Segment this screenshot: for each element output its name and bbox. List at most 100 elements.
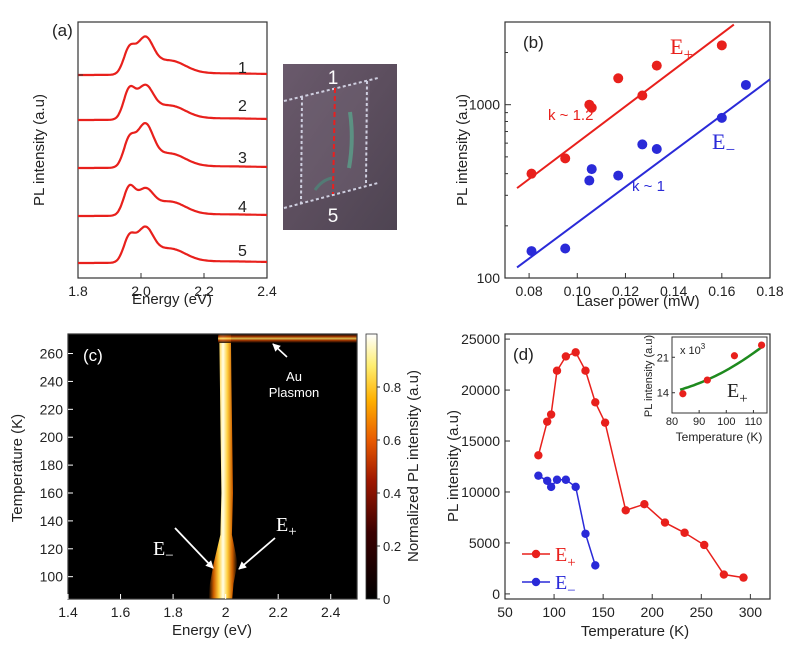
panel-c-x-tick-label: 2.2 — [268, 604, 288, 620]
data-point-eplus — [651, 60, 662, 71]
panel-b-x-ticks: 0.08 0.10 0.12 0.14 0.16 0.18 — [515, 273, 784, 299]
data-point-eminus — [561, 475, 571, 484]
inset-x-tick-label: 80 — [666, 416, 678, 428]
data-point-eplus — [739, 573, 748, 582]
data-point-eminus — [546, 482, 556, 492]
data-point-eminus — [591, 561, 600, 570]
panel-b-x-tick-label: 0.14 — [660, 283, 687, 299]
inset-data-point — [703, 376, 711, 384]
panel-b-fit-lines — [516, 23, 771, 269]
data-point-eplus — [534, 451, 543, 460]
panel-d-x-tick-label: 150 — [591, 604, 615, 620]
panel-a-curves — [78, 35, 267, 265]
curve-label-5: 5 — [238, 243, 247, 260]
outline-left — [300, 96, 303, 204]
colorbar-tick-label: 0.6 — [383, 433, 401, 448]
fit-line-eplus — [516, 23, 735, 189]
outline-right — [365, 80, 368, 186]
panel-d-y-tick-label: 15000 — [461, 433, 500, 449]
legend-marker-eplus — [531, 549, 541, 559]
data-point-eplus — [591, 398, 600, 407]
data-point-eminus — [552, 475, 562, 484]
data-point-eplus — [680, 528, 689, 537]
panel-b-y-tick-label: 1000 — [469, 97, 500, 113]
data-point-eminus — [543, 476, 552, 485]
panel-b-x-axis-label: Laser power (mW) — [576, 293, 699, 310]
panel-d-y-ticks: 0 5000 10000 15000 20000 25000 — [461, 331, 510, 602]
panel-b-x-tick-label: 0.12 — [612, 283, 639, 299]
panel-c-y-tick-label: 220 — [40, 401, 64, 417]
data-point-eminus — [560, 243, 571, 254]
annotation-eplus: E+ — [276, 514, 297, 540]
data-point-eplus — [613, 73, 624, 84]
panel-d-x-tick-label: 250 — [690, 604, 714, 620]
inset-x-axis-label: Temperature (K) — [676, 430, 763, 444]
panel-c-y-tick-label: 240 — [40, 373, 64, 389]
panel-c-x-tick-label: 1.4 — [58, 604, 78, 620]
panel-a-x-tick-label: 2.0 — [131, 283, 151, 299]
data-point-eminus — [586, 164, 597, 175]
colorbar-tick-label: 0.4 — [383, 486, 401, 501]
series-line-eplus — [537, 351, 744, 579]
panel-d-x-tick-label: 300 — [739, 604, 763, 620]
panel-b-x-tick-label: 0.08 — [515, 283, 542, 299]
inset-x-tick-label: 90 — [693, 416, 705, 428]
panel-c-x-tick-label: 2.4 — [321, 604, 341, 620]
inset-data-point — [730, 352, 739, 360]
panel-b: (b) 0.08 0.10 0.12 0.14 0.16 0.18 100 1000 Las… — [454, 21, 784, 310]
pl-spectrum-curve-4 — [78, 183, 267, 218]
annotation-au: Au — [286, 369, 302, 384]
panel-a: (a) 1.8 2.0 2.2 2.4 Energy (eV) PL intensit… — [31, 21, 397, 308]
colorbar-ticks: 0 0.2 0.4 0.6 0.8 — [377, 380, 401, 607]
panel-c-x-axis-label: Energy (eV) — [172, 622, 252, 639]
data-point-eminus — [716, 112, 727, 123]
data-point-eminus — [613, 170, 624, 181]
colorbar-tick-label: 0.8 — [383, 380, 401, 395]
panel-c-x-tick-label: 1.6 — [111, 604, 131, 620]
data-point-eplus — [600, 418, 610, 427]
panel-c-x-tick-label: 1.8 — [163, 604, 183, 620]
inset-x-tick-label: 100 — [717, 416, 735, 428]
panel-c-y-ticks: 100 120 140 160 180 200 220 240 260 — [40, 346, 73, 585]
plasmon-arrow — [272, 343, 288, 358]
heatmap-emission-band — [208, 334, 238, 599]
panel-c-x-tick-label: 2 — [222, 604, 230, 620]
series-label-eminus: E− — [712, 129, 735, 159]
panel-d-frame — [504, 333, 771, 600]
inset-multiplier: x 103 — [680, 342, 706, 357]
panel-d-x-tick-label: 50 — [497, 604, 513, 620]
panel-c-label: (c) — [83, 346, 103, 365]
data-point-eminus — [584, 175, 595, 186]
curve-label-2: 2 — [238, 98, 247, 115]
data-point-eminus — [740, 79, 751, 90]
panel-c-y-axis-label: Temperature (K) — [9, 414, 26, 522]
curve-label-3: 3 — [238, 150, 247, 167]
legend-marker-eminus — [531, 577, 541, 587]
data-point-eminus — [571, 482, 580, 492]
panel-c-frame — [67, 333, 358, 600]
panel-d-x-ticks: 50 100 150 200 250 300 — [497, 594, 762, 620]
data-point-eplus — [543, 417, 552, 426]
panel-c-y-tick-label: 160 — [40, 485, 64, 501]
series-label-eplus: E+ — [670, 34, 693, 64]
data-point-eminus — [651, 144, 662, 155]
panel-d-y-axis-label: PL intensity (a.u) — [445, 410, 462, 522]
data-point-eplus — [621, 506, 630, 515]
panel-d-y-tick-label: 10000 — [461, 484, 500, 500]
panel-b-y-ticks: 100 1000 — [469, 52, 511, 286]
inset-data-points — [679, 341, 766, 398]
panel-c-y-tick-label: 120 — [40, 541, 64, 557]
data-point-eplus — [581, 366, 590, 375]
panel-b-x-tick-label: 0.16 — [708, 283, 735, 299]
panel-a-x-axis-label: Energy (eV) — [132, 291, 212, 308]
slope-label-eplus: k ~ 1.2 — [548, 107, 593, 124]
panel-d-y-tick-label: 25000 — [461, 331, 500, 347]
panel-d-inset: 80 90 100 110 14 21 x 103 E+ Temperature (K)… — [643, 335, 768, 444]
image-label-5: 5 — [328, 206, 339, 227]
panel-d-y-tick-label: 5000 — [469, 535, 500, 551]
data-point-eplus — [560, 153, 571, 164]
annotation-plasmon: Plasmon — [269, 385, 320, 400]
panel-d-label: (d) — [513, 345, 534, 364]
inset-data-point — [679, 390, 687, 398]
